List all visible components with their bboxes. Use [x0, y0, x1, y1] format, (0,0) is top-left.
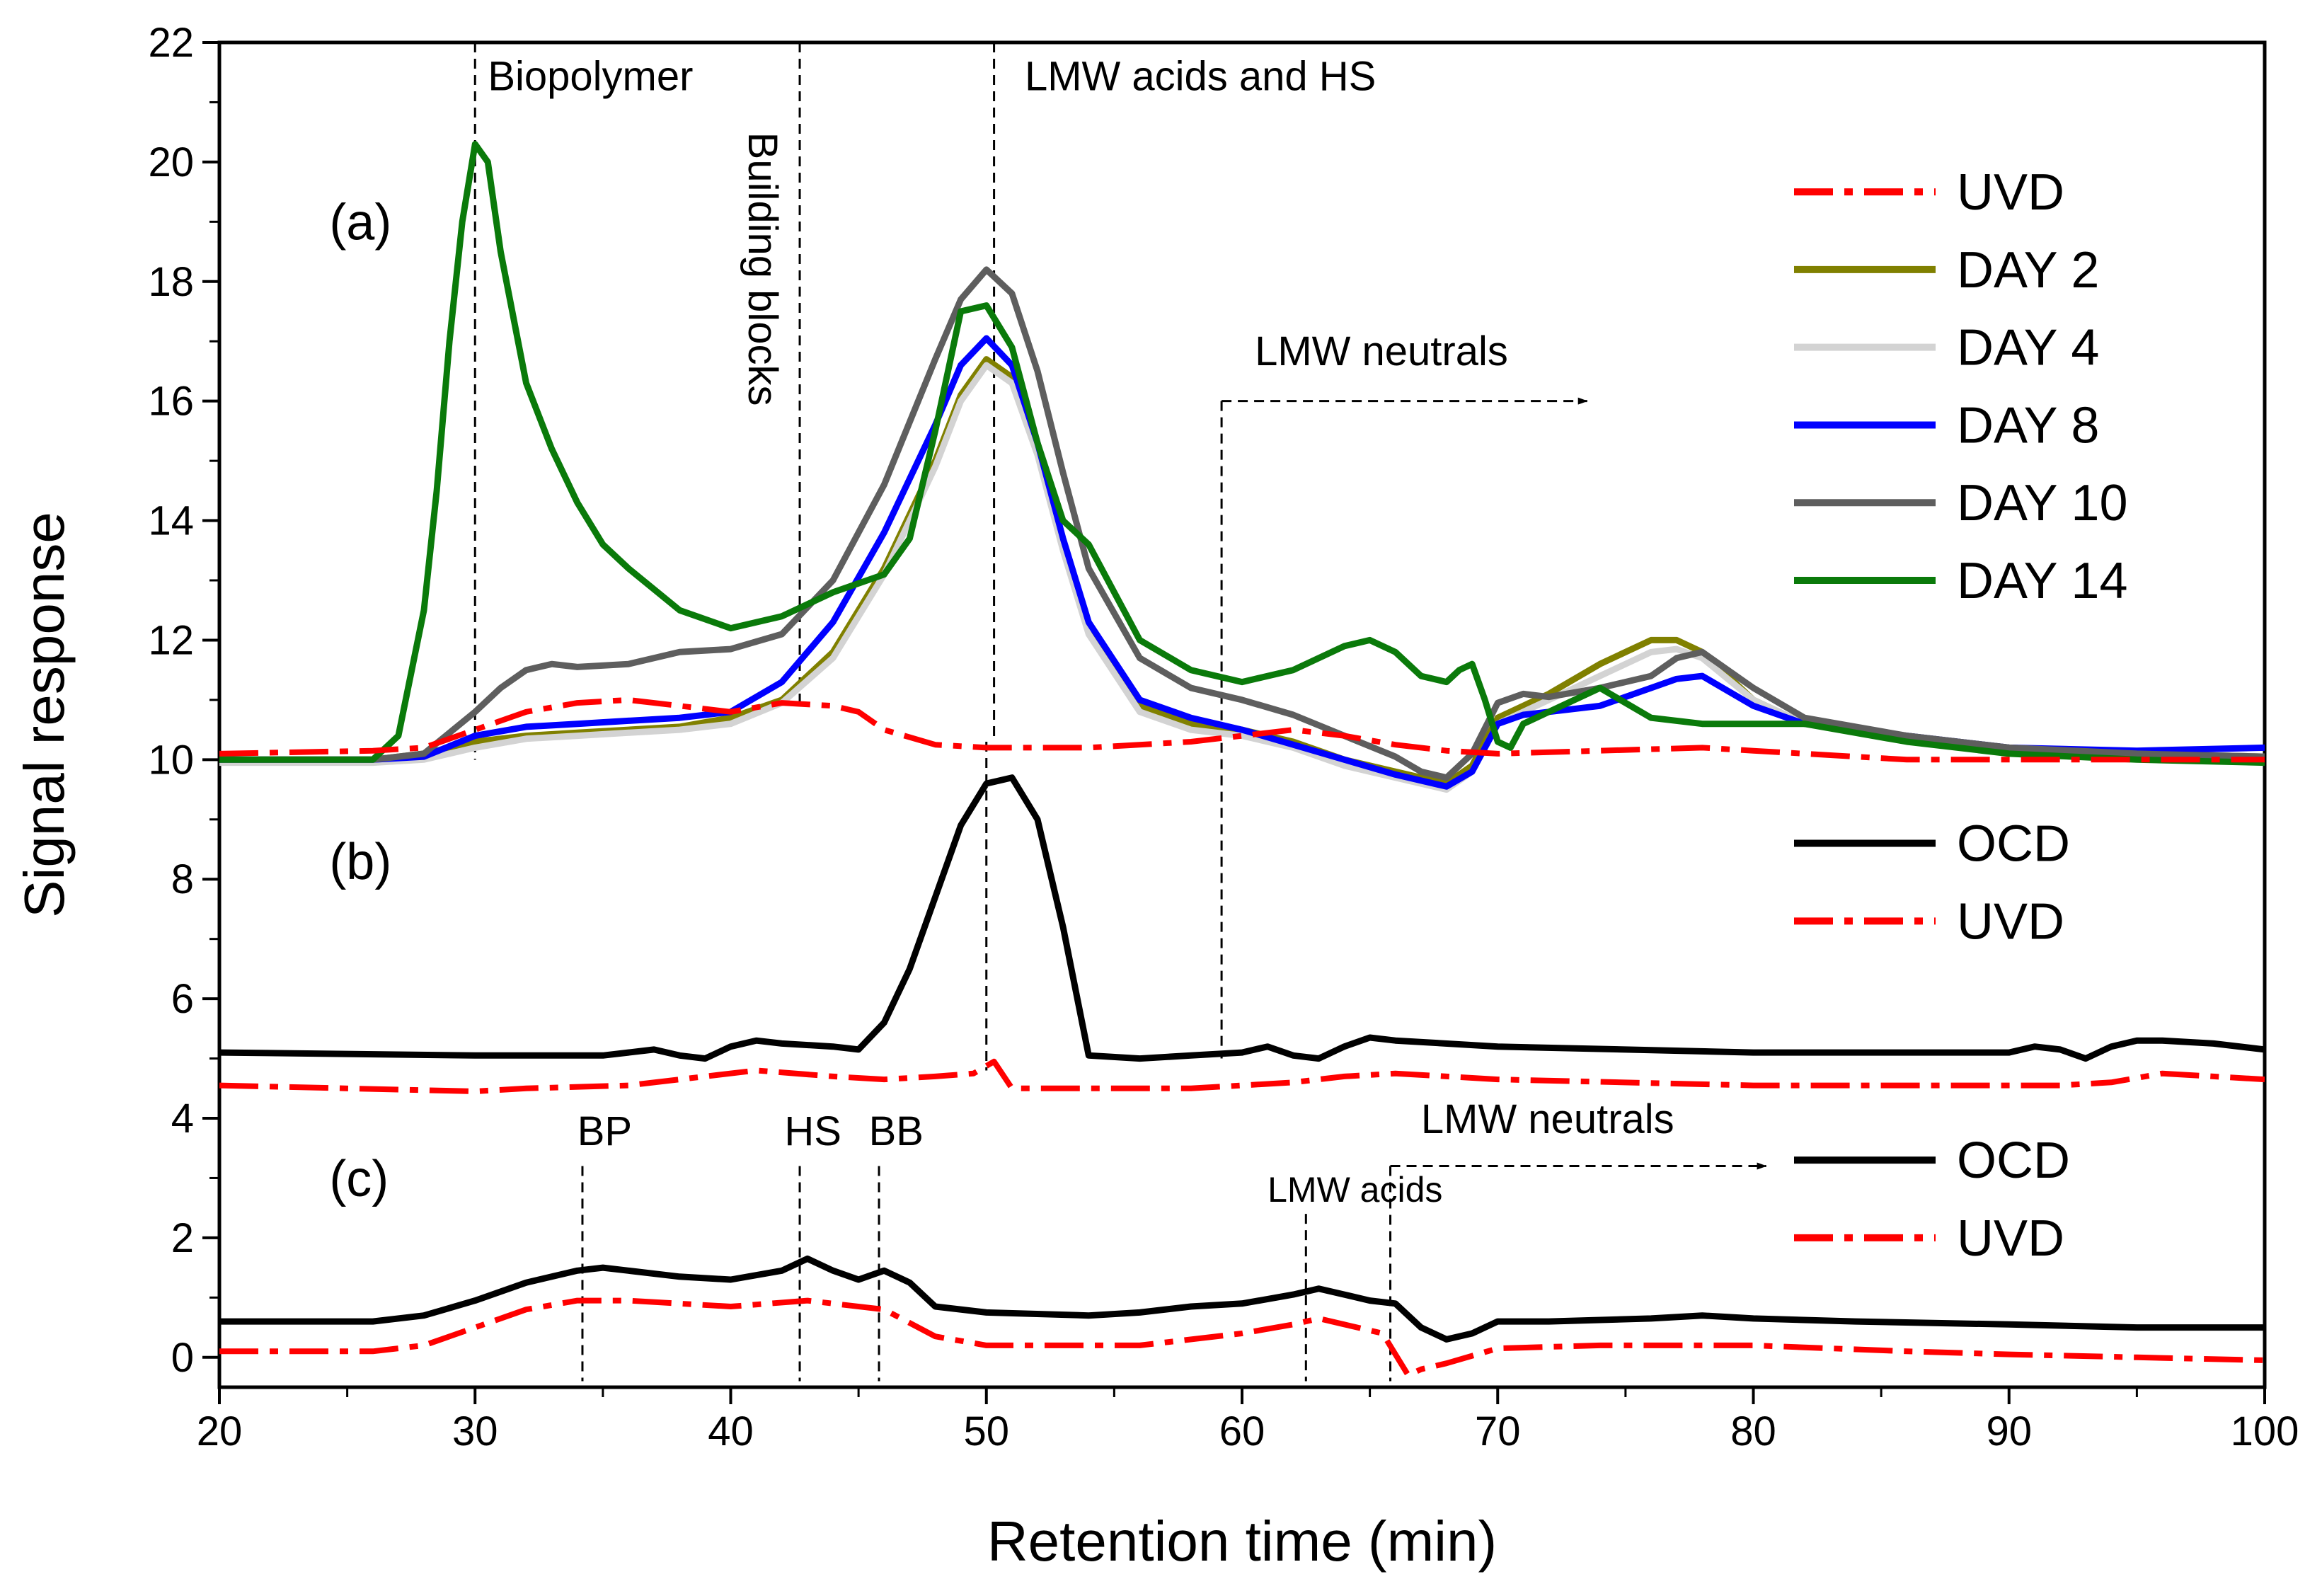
panel-label: (b): [329, 834, 391, 890]
x-tick-label: 70: [1475, 1408, 1521, 1454]
series-line-c-uvd: [219, 1297, 2265, 1379]
x-tick-label: 50: [963, 1408, 1009, 1454]
panel-label: (c): [329, 1151, 389, 1207]
axis-ticks: 20 30 40 50 60 70 80 90 100 0 2 4 6 8 10 12 14 16 18 20 22: [148, 20, 2299, 1454]
annotation-label: LMW acids: [1268, 1170, 1442, 1210]
legend-label: UVD: [1957, 164, 2064, 221]
series-line-a-day-8: [219, 335, 2265, 790]
series-line-a-day-10: [219, 266, 2265, 781]
y-tick-label: 0: [171, 1335, 194, 1381]
series-line-c-ocd: [219, 1255, 2265, 1343]
legend-label: DAY 2: [1957, 242, 2099, 299]
series-group: [219, 141, 2265, 1379]
annotation-label: LMW neutrals: [1421, 1096, 1674, 1142]
legend-label: DAY 10: [1957, 475, 2128, 532]
y-tick-label: 14: [148, 498, 194, 544]
y-tick-label: 18: [148, 259, 194, 305]
series-line-a-uvd: [219, 696, 2265, 763]
series-line-b-ocd: [219, 774, 2265, 1062]
y-tick-label: 20: [148, 139, 194, 185]
legends: UVD DAY 2 DAY 4 DAY 8 DAY 10 DAY 14 OCD UVD OCD U…: [1794, 164, 2128, 1267]
x-tick-label: 100: [2231, 1408, 2299, 1454]
x-tick-label: 20: [197, 1408, 243, 1454]
x-axis-title: Retention time (min): [987, 1510, 1497, 1573]
legend-label: OCD: [1957, 816, 2070, 873]
legend-label: UVD: [1957, 893, 2064, 950]
y-tick-label: 8: [171, 856, 194, 902]
annotation-label: Building blocks: [740, 132, 786, 406]
legend-label: OCD: [1957, 1132, 2070, 1189]
x-tick-label: 60: [1219, 1408, 1265, 1454]
x-tick-label: 30: [452, 1408, 498, 1454]
annotation-label: LMW neutrals: [1255, 328, 1508, 374]
y-tick-label: 4: [171, 1096, 194, 1142]
y-tick-label: 22: [148, 20, 194, 66]
annotation-label: BB: [869, 1108, 924, 1154]
x-tick-label: 40: [708, 1408, 754, 1454]
series-line-b-uvd: [219, 1058, 2265, 1094]
annotation-label: HS: [784, 1108, 841, 1154]
x-tick-label: 80: [1730, 1408, 1776, 1454]
annotations: Biopolymer Building blocks LMW acids and H…: [329, 54, 1674, 1210]
x-tick-label: 90: [1986, 1408, 2032, 1454]
y-axis-title: Signal response: [13, 512, 76, 918]
y-tick-label: 2: [171, 1215, 194, 1261]
y-tick-label: 6: [171, 976, 194, 1022]
series-line-a-day-14: [219, 141, 2265, 767]
annotation-label: BP: [577, 1108, 632, 1154]
annotation-label: Biopolymer: [488, 54, 693, 100]
y-tick-label: 10: [148, 737, 194, 783]
legend-label: DAY 8: [1957, 397, 2099, 454]
legend-label: DAY 4: [1957, 320, 2099, 377]
annotation-label: LMW acids and HS: [1025, 54, 1376, 100]
legend-label: UVD: [1957, 1210, 2064, 1267]
panel-label: (a): [329, 195, 391, 251]
legend-label: DAY 14: [1957, 553, 2128, 609]
y-tick-label: 16: [148, 379, 194, 425]
y-tick-label: 12: [148, 617, 194, 663]
